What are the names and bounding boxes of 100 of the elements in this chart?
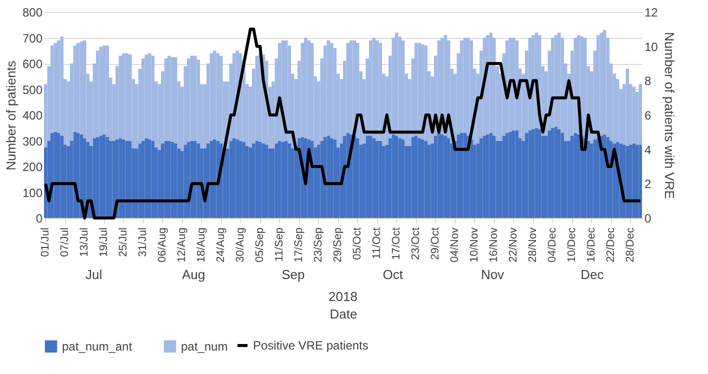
bar	[486, 134, 490, 218]
y-tick-label: 0	[36, 212, 43, 226]
bar	[560, 133, 564, 218]
bar	[317, 144, 320, 218]
legend-label: pat_num	[181, 339, 228, 354]
y2-tick-label: 6	[644, 108, 652, 122]
y-tick-label: 200	[22, 160, 43, 174]
x-tick-label: 25/Jul	[118, 228, 130, 257]
bar	[638, 84, 642, 145]
bar	[255, 140, 258, 218]
y2-axis-title: Number of patients with VRE	[662, 32, 677, 200]
x-tick-label: 04/Nov	[449, 227, 462, 262]
bar	[122, 139, 126, 218]
x-tick-label: 17/Oct	[390, 228, 403, 260]
bar	[548, 130, 551, 218]
x-tick-label: 22/Dec	[605, 227, 618, 262]
y2-tick-label: 8	[644, 74, 652, 88]
bar	[109, 140, 112, 218]
x-tick-label: 10/Dec	[566, 227, 578, 262]
bar	[242, 142, 246, 218]
y2-tick-label: 4	[644, 142, 652, 157]
text: Dec	[580, 267, 604, 282]
bar	[168, 140, 171, 218]
x-tick-label: 17/Sep	[293, 228, 306, 262]
bar	[232, 138, 236, 218]
bar	[638, 144, 642, 218]
bar	[142, 140, 145, 218]
x-tick-label: 04/Dec	[546, 227, 559, 262]
bar	[424, 140, 428, 218]
bar	[470, 139, 473, 218]
legend-label: pat_num_ant	[62, 339, 133, 354]
bar	[148, 139, 152, 218]
bar	[502, 136, 506, 218]
bar	[278, 140, 282, 218]
x-tick-label: 28/Nov	[527, 227, 540, 262]
legend-label: Positive VRE patients	[253, 338, 368, 352]
bar	[574, 133, 577, 218]
bar	[194, 140, 197, 218]
bar	[590, 143, 594, 218]
bar	[532, 129, 535, 218]
bar	[392, 134, 395, 218]
bar	[284, 140, 288, 218]
y-tick-label: 800	[22, 6, 43, 20]
x-tick-label: 16/Nov	[488, 227, 500, 262]
x-tick-label: 16/Dec	[586, 227, 598, 262]
bar	[584, 38, 587, 138]
bar	[395, 136, 398, 218]
x-tick-label: 23/Oct	[410, 228, 422, 260]
bar	[262, 143, 265, 218]
bar	[99, 136, 102, 218]
bar	[428, 144, 431, 218]
bar	[418, 138, 421, 218]
y-tick-label: 700	[22, 31, 43, 46]
bar	[369, 136, 372, 218]
bar	[596, 35, 600, 138]
y-tick-label: 400	[22, 108, 43, 122]
bar	[460, 133, 464, 218]
bar	[83, 40, 86, 138]
bar	[515, 130, 518, 218]
bar	[525, 133, 528, 218]
x-tick-label: 01/Jul	[40, 228, 52, 257]
x-tick-label: 23/Sep	[312, 228, 325, 262]
bar	[512, 130, 516, 218]
text: Jul	[86, 267, 102, 282]
bar	[106, 136, 109, 218]
bar	[388, 138, 392, 218]
bar	[551, 128, 554, 218]
bar	[246, 146, 249, 218]
x-tick-label: 07/Jul	[59, 228, 72, 257]
bar	[258, 142, 262, 218]
bar	[421, 139, 424, 218]
bar	[356, 138, 360, 218]
x-tick-label: 22/Nov	[508, 227, 520, 262]
bar	[506, 133, 509, 218]
x-tick-label: 29/Oct	[430, 228, 442, 260]
bar	[411, 136, 414, 218]
bar	[486, 35, 490, 134]
bar	[492, 136, 496, 218]
bar	[106, 45, 109, 137]
bar	[414, 136, 418, 218]
bar	[128, 140, 132, 218]
bar	[229, 140, 232, 218]
y-axis-title: Number of patients	[3, 60, 18, 170]
text: Sep	[282, 267, 305, 282]
y-tick-label: 500	[22, 82, 43, 97]
bar	[378, 140, 382, 218]
bar	[480, 138, 483, 218]
x-tick-label: 28/Dec	[624, 227, 637, 262]
bar	[161, 143, 164, 218]
bar	[593, 139, 596, 218]
x-tick-label: 11/Oct	[371, 228, 384, 260]
bar	[288, 143, 291, 218]
bar	[213, 139, 216, 218]
bar	[437, 133, 440, 218]
bar	[174, 143, 178, 218]
bar	[268, 148, 272, 218]
bar	[554, 126, 558, 218]
text: 2018	[328, 289, 358, 304]
bar	[508, 132, 512, 218]
bar	[440, 134, 444, 218]
